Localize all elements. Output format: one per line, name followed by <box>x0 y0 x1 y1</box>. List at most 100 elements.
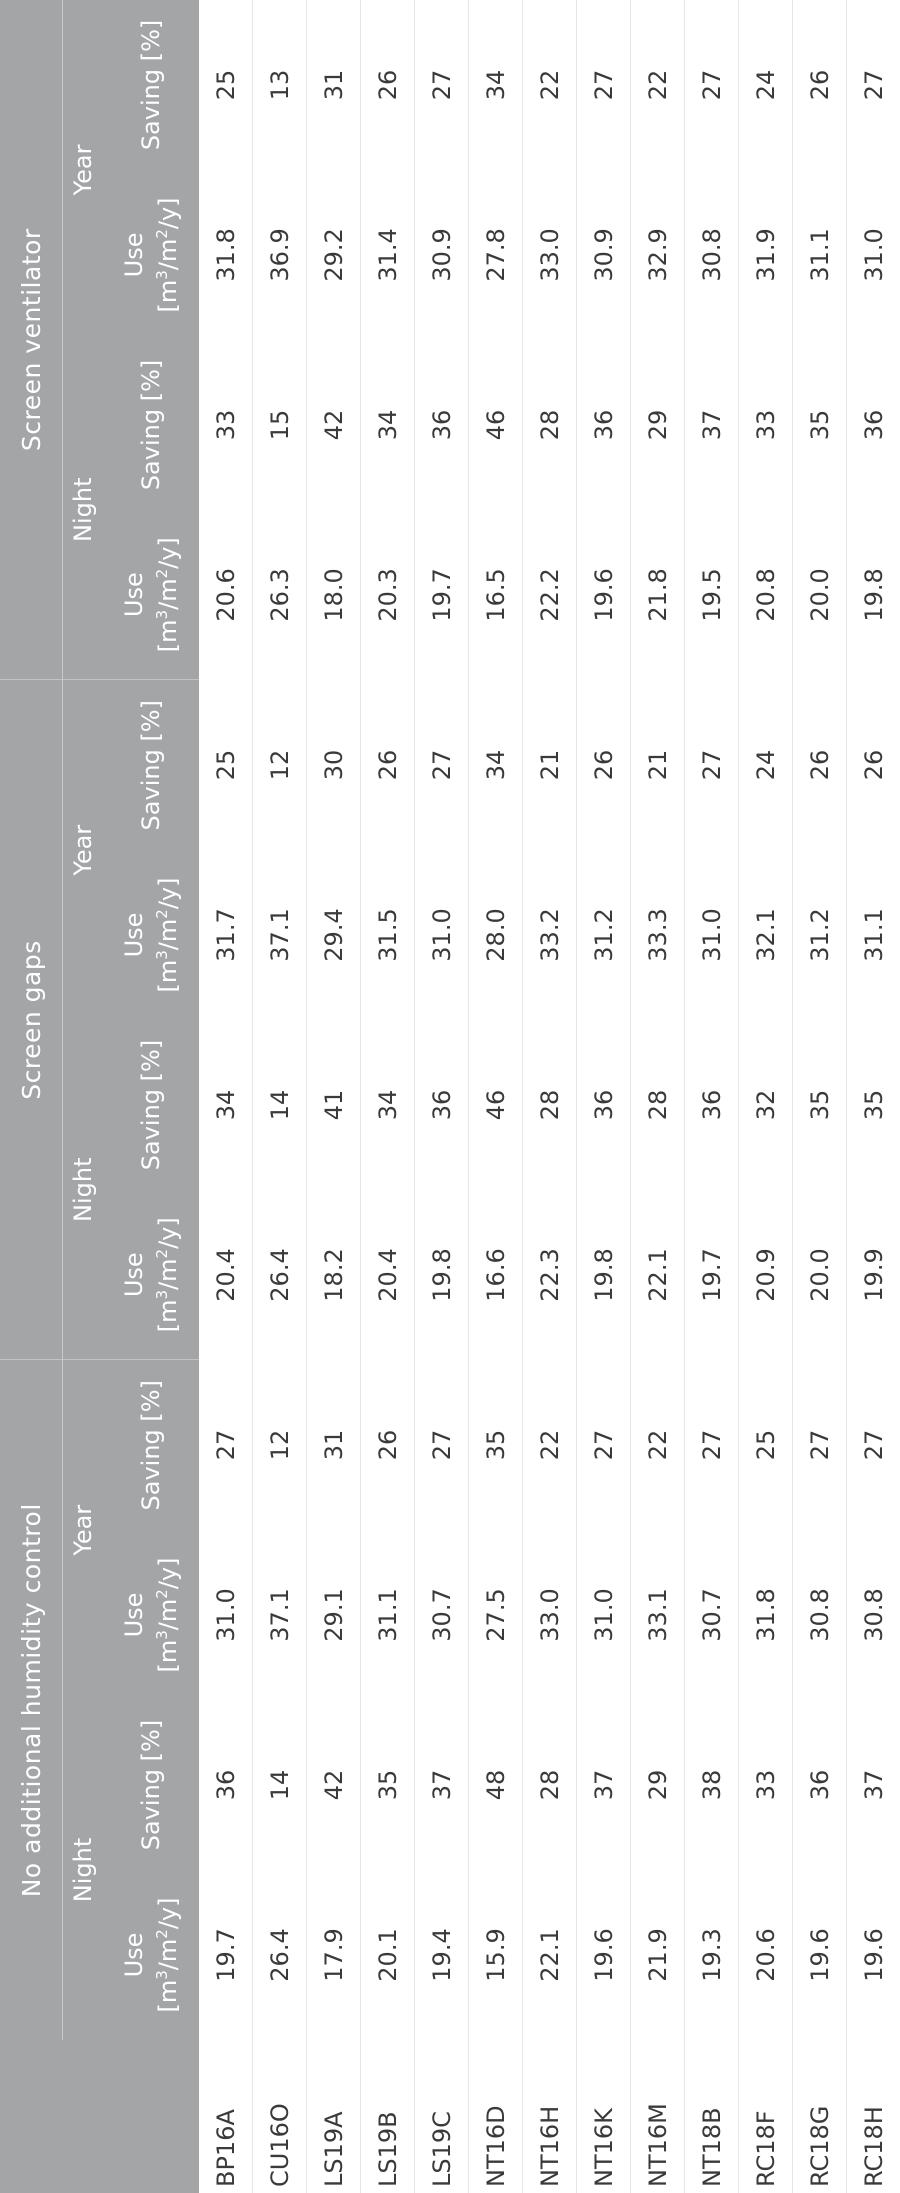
use-value-cell: 31.0 <box>684 850 739 1020</box>
saving-value-cell: 46 <box>468 339 523 510</box>
table-row: NT16H 22.1 28 33.0 22 22.3 28 33.2 21 22.2 28 33.0 2… <box>522 0 577 2193</box>
use-value-cell: 19.5 <box>684 509 739 680</box>
use-value-cell: 20.4 <box>199 1190 253 1360</box>
saving-value-cell: 22 <box>522 1360 577 1530</box>
metric-header-row: Use [m3/m2/y] Saving [%] Use [m3/m2/y] Saving… <box>103 0 199 2193</box>
saving-value-cell: 25 <box>199 679 253 850</box>
saving-value-cell: 41 <box>306 1020 361 1190</box>
period-header-night: Night <box>62 339 103 680</box>
use-value-cell: 22.1 <box>630 1190 685 1360</box>
saving-value-cell: 27 <box>846 1360 900 1530</box>
unit-label: [m3/m2/y] <box>153 537 182 653</box>
saving-value-cell: 34 <box>360 339 415 510</box>
use-value-cell: 20.9 <box>738 1190 793 1360</box>
use-value-cell: 33.2 <box>522 850 577 1020</box>
metric-header-use: Use [m3/m2/y] <box>103 169 199 340</box>
use-value-cell: 19.6 <box>792 1870 847 2040</box>
saving-value-cell: 21 <box>522 679 577 850</box>
site-cell: RC18G <box>792 2040 847 2193</box>
saving-value-cell: 42 <box>306 1700 361 1870</box>
use-value-cell: 31.7 <box>199 850 253 1020</box>
metric-header-use: Use [m3/m2/y] <box>103 850 199 1020</box>
unit-label: [m3/m2/y] <box>153 877 182 993</box>
use-value-cell: 32.1 <box>738 850 793 1020</box>
saving-value-cell: 12 <box>252 1360 307 1530</box>
use-label: Use <box>120 232 148 278</box>
saving-value-cell: 36 <box>414 339 469 510</box>
use-value-cell: 31.1 <box>846 850 900 1020</box>
saving-value-cell: 26 <box>360 0 415 170</box>
saving-value-cell: 27 <box>414 0 469 170</box>
use-label: Use <box>120 1252 148 1298</box>
use-value-cell: 18.0 <box>306 509 361 680</box>
table-row: RC18F 20.6 33 31.8 25 20.9 32 32.1 24 20.8 33 31.9 2… <box>738 0 793 2193</box>
use-value-cell: 16.5 <box>468 509 523 680</box>
use-value-cell: 31.2 <box>576 850 631 1020</box>
saving-value-cell: 36 <box>199 1700 253 1870</box>
group-header-no-control: No additional humidity control <box>0 1360 63 2040</box>
saving-value-cell: 37 <box>846 1700 900 1870</box>
use-value-cell: 30.7 <box>684 1530 739 1700</box>
table-row: NT16M 21.9 29 33.1 22 22.1 28 33.3 21 21.8 29 32.9 2… <box>630 0 685 2193</box>
table-header: No additional humidity control Screen ga… <box>0 0 199 2193</box>
use-value-cell: 19.8 <box>846 509 900 680</box>
use-value-cell: 27.5 <box>468 1530 523 1700</box>
use-value-cell: 19.6 <box>846 1870 900 2040</box>
saving-value-cell: 25 <box>738 1360 793 1530</box>
use-value-cell: 21.9 <box>630 1870 685 2040</box>
saving-value-cell: 12 <box>252 679 307 850</box>
period-header-night: Night <box>62 1700 103 2040</box>
use-value-cell: 22.3 <box>522 1190 577 1360</box>
use-value-cell: 19.8 <box>576 1190 631 1360</box>
saving-value-cell: 21 <box>630 679 685 850</box>
site-cell: NT16K <box>576 2040 631 2193</box>
use-label: Use <box>120 1932 148 1978</box>
use-value-cell: 20.8 <box>738 509 793 680</box>
period-header-year: Year <box>62 0 103 340</box>
saving-value-cell: 36 <box>684 1020 739 1190</box>
use-value-cell: 26.3 <box>252 509 307 680</box>
use-label: Use <box>120 1592 148 1638</box>
saving-value-cell: 14 <box>252 1020 307 1190</box>
saving-value-cell: 14 <box>252 1700 307 1870</box>
saving-value-cell: 28 <box>522 1020 577 1190</box>
table-body: BP16A 19.7 36 31.0 27 20.4 34 31.7 25 20.6 33 31.8 2… <box>199 0 900 2193</box>
use-value-cell: 19.8 <box>414 1190 469 1360</box>
metric-header-saving: Saving [%] <box>103 1020 199 1190</box>
saving-value-cell: 33 <box>738 1700 793 1870</box>
saving-value-cell: 42 <box>306 339 361 510</box>
use-value-cell: 19.7 <box>414 509 469 680</box>
saving-value-cell: 25 <box>199 0 253 170</box>
group-header-screen-ventilator: Screen ventilator <box>0 0 63 680</box>
saving-value-cell: 15 <box>252 339 307 510</box>
use-value-cell: 31.2 <box>792 850 847 1020</box>
table-row: LS19C 19.4 37 30.7 27 19.8 36 31.0 27 19.7 36 30.9 2… <box>414 0 469 2193</box>
use-value-cell: 31.0 <box>199 1530 253 1700</box>
use-value-cell: 30.7 <box>414 1530 469 1700</box>
use-value-cell: 31.1 <box>360 1530 415 1700</box>
use-value-cell: 26.4 <box>252 1190 307 1360</box>
saving-value-cell: 27 <box>576 0 631 170</box>
use-value-cell: 31.0 <box>846 169 900 340</box>
saving-value-cell: 35 <box>468 1360 523 1530</box>
saving-value-cell: 26 <box>846 679 900 850</box>
use-label: Use <box>120 572 148 618</box>
use-value-cell: 31.5 <box>360 850 415 1020</box>
table-row: LS19B 20.1 35 31.1 26 20.4 34 31.5 26 20.3 34 31.4 2… <box>360 0 415 2193</box>
use-value-cell: 15.9 <box>468 1870 523 2040</box>
saving-value-cell: 36 <box>576 1020 631 1190</box>
use-value-cell: 20.4 <box>360 1190 415 1360</box>
saving-value-cell: 26 <box>792 679 847 850</box>
use-value-cell: 16.6 <box>468 1190 523 1360</box>
saving-value-cell: 34 <box>360 1020 415 1190</box>
metric-header-saving: Saving [%] <box>103 0 199 170</box>
saving-value-cell: 37 <box>684 339 739 510</box>
saving-value-cell: 22 <box>522 0 577 170</box>
saving-value-cell: 33 <box>199 339 253 510</box>
saving-value-cell: 26 <box>360 1360 415 1530</box>
metric-header-use: Use [m3/m2/y] <box>103 1530 199 1700</box>
use-value-cell: 22.2 <box>522 509 577 680</box>
use-value-cell: 30.8 <box>792 1530 847 1700</box>
